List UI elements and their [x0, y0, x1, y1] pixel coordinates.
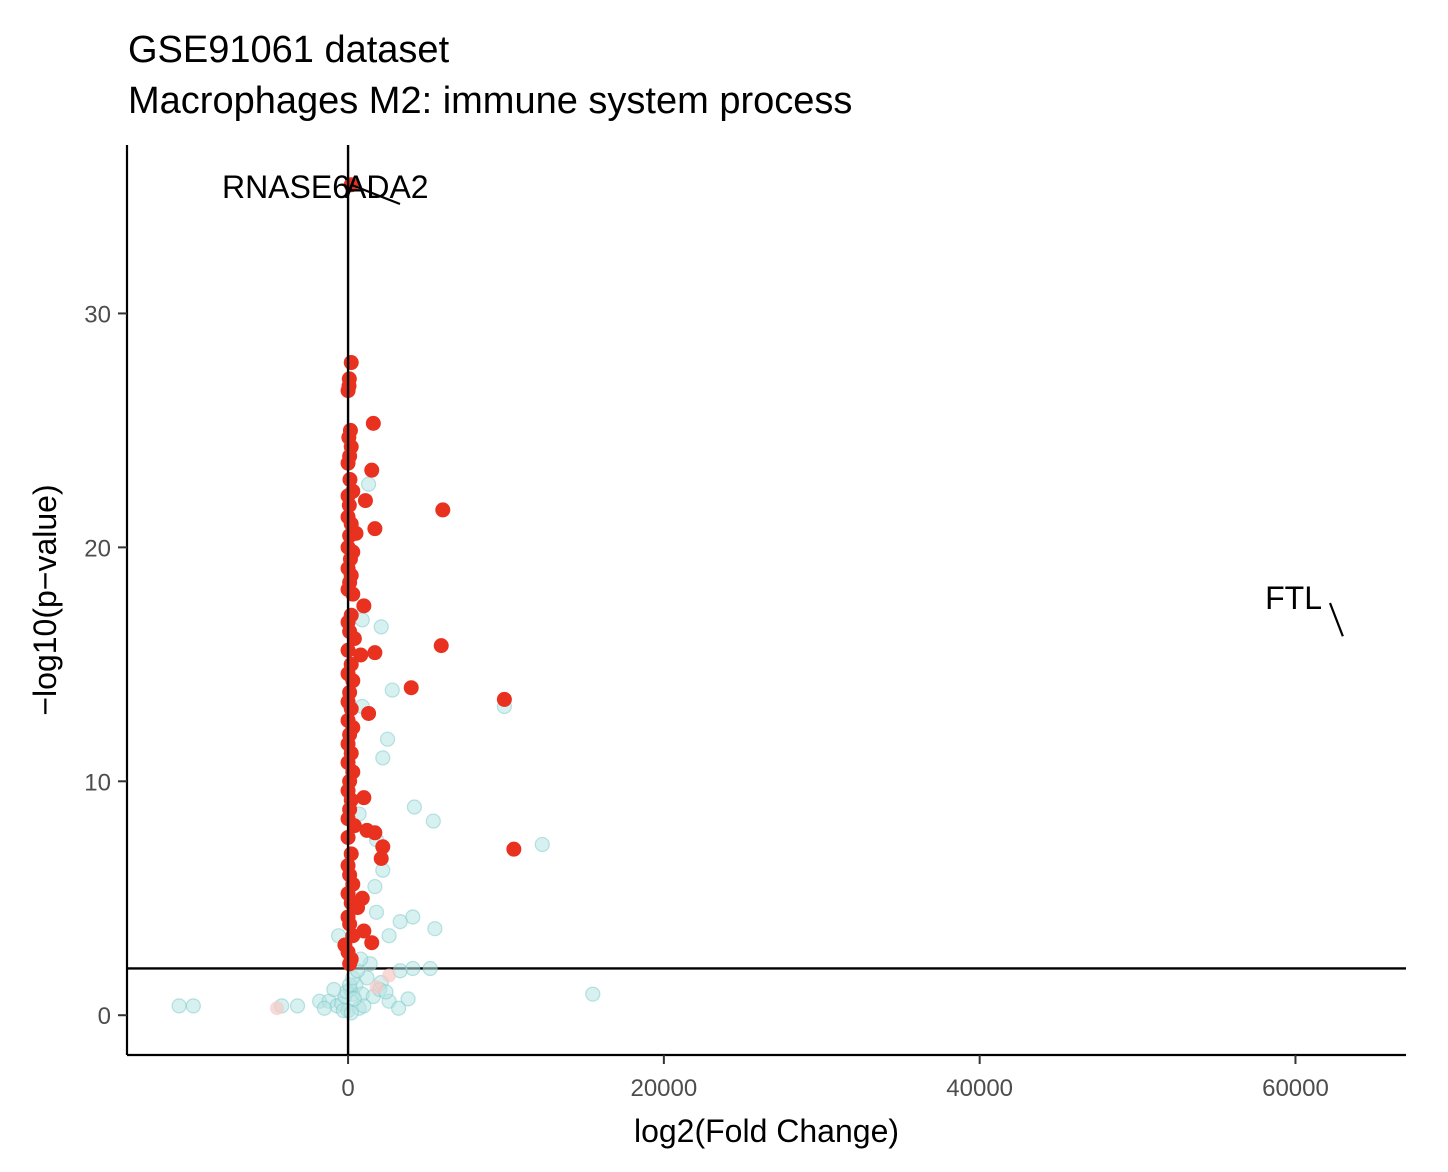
nonsignificant-point [326, 981, 342, 998]
label-leader-line [1328, 602, 1344, 637]
nonsignificant-point [171, 998, 187, 1014]
x-tick-label: 60000 [1262, 1075, 1329, 1102]
chart-subtitle: Macrophages M2: immune system process [128, 80, 852, 122]
nonsignificant-point [406, 799, 422, 815]
nonsignificant-point [392, 914, 408, 930]
significant-point [341, 497, 357, 513]
faded-significant-point [369, 980, 384, 995]
gene-label: ADA2 [345, 169, 429, 205]
nonsignificant-point [360, 476, 377, 492]
nonsignificant-point [343, 1005, 359, 1021]
significant-point [364, 462, 380, 478]
significant-point [353, 647, 369, 663]
significant-point [367, 825, 383, 841]
y-axis-ticks: 0 10 20 30 [84, 301, 127, 1030]
significant-point [435, 502, 451, 518]
x-tick-label: 20000 [630, 1075, 697, 1102]
x-axis-ticks: 0 20000 40000 60000 [341, 1055, 1329, 1102]
nonsignificant-point [427, 921, 443, 937]
nonsignificant-point [346, 991, 362, 1007]
significant-point [342, 916, 358, 932]
y-tick-label: 20 [84, 535, 111, 562]
y-tick-label: 30 [84, 301, 111, 328]
significant-point [373, 850, 389, 866]
nonsignificant-point [425, 813, 441, 829]
significant-point [361, 705, 377, 721]
significant-point [357, 493, 373, 509]
nonsignificant-point [375, 750, 391, 766]
nonsignificant-point [316, 1000, 332, 1016]
gene-label: FTL [1265, 580, 1322, 616]
nonsignificant-point [367, 878, 383, 895]
significant-point [506, 841, 522, 857]
chart-title: GSE91061 dataset [128, 29, 450, 71]
significant-point [348, 525, 364, 541]
significant-point [342, 956, 358, 972]
significant-point [346, 631, 362, 647]
nonsignificant-point [381, 928, 397, 944]
nonsignificant-point [422, 960, 438, 977]
nonsignificant-point [379, 731, 396, 747]
y-axis-title: −log10(p−value) [27, 484, 63, 715]
significant-point [433, 638, 449, 654]
points-layer [171, 177, 601, 1021]
gene-label: RNASE6 [222, 169, 350, 205]
significant-point [496, 691, 512, 707]
y-tick-label: 10 [84, 769, 111, 796]
significant-point [365, 415, 381, 431]
x-tick-label: 0 [341, 1075, 354, 1102]
nonsignificant-point [373, 619, 389, 635]
significant-point [343, 355, 359, 371]
nonsignificant-point [405, 909, 421, 925]
significant-point [367, 645, 383, 661]
significant-point [350, 900, 366, 916]
nonsignificant-point [400, 991, 416, 1007]
faded-significant-point [382, 968, 397, 983]
nonsignificant-point [384, 682, 400, 698]
faded-significant-point [270, 1001, 285, 1016]
nonsignificant-point [289, 998, 306, 1014]
significant-point [342, 472, 358, 488]
significant-point [356, 790, 372, 806]
label-leader-line [350, 183, 401, 206]
significant-point [346, 818, 362, 834]
x-tick-label: 40000 [946, 1075, 1013, 1102]
nonsignificant-point [185, 998, 201, 1014]
significant-point [364, 935, 380, 951]
significant-point [375, 839, 391, 855]
significant-point [403, 680, 419, 696]
nonsignificant-point [405, 960, 421, 977]
nonsignificant-point [534, 836, 550, 853]
y-tick-label: 0 [98, 1003, 111, 1030]
x-axis-title: log2(Fold Change) [634, 1113, 899, 1149]
nonsignificant-point [585, 986, 601, 1002]
nonsignificant-point [390, 1000, 407, 1016]
nonsignificant-point [368, 904, 385, 920]
significant-point [367, 521, 383, 537]
significant-point [356, 598, 372, 614]
